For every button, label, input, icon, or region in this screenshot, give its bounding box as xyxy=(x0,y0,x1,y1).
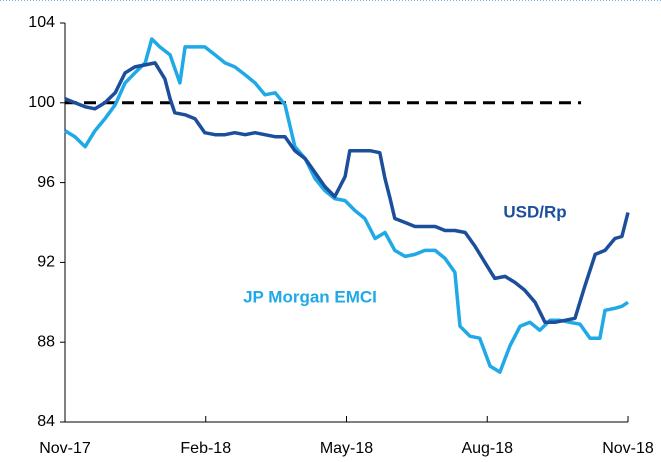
x-tick-label: Nov-17 xyxy=(39,440,91,457)
x-tick-label: May-18 xyxy=(320,440,373,457)
y-tick-label: 88 xyxy=(37,333,55,350)
y-tick-label: 92 xyxy=(37,254,55,271)
x-tick-label: Nov-18 xyxy=(602,440,654,457)
y-tick-label: 84 xyxy=(37,413,55,430)
y-tick-label: 104 xyxy=(28,14,55,31)
series-label: USD/Rp xyxy=(503,202,566,221)
y-tick-label: 100 xyxy=(28,94,55,111)
x-tick-label: Feb-18 xyxy=(180,440,231,457)
x-tick-label: Aug-18 xyxy=(461,440,513,457)
y-tick-label: 96 xyxy=(37,174,55,191)
series-label: JP Morgan EMCI xyxy=(243,287,377,306)
series-line xyxy=(64,37,629,374)
series-line xyxy=(64,61,630,325)
